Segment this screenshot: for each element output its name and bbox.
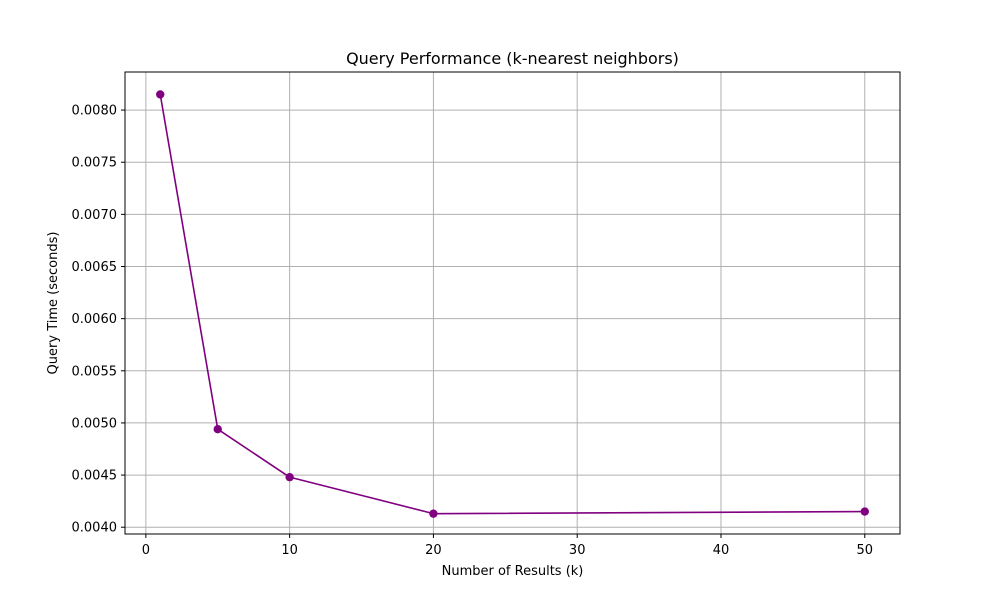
- x-tick-label: 20: [425, 543, 442, 558]
- y-tick-label: 0.0055: [72, 364, 118, 379]
- chart-title: Query Performance (k-nearest neighbors): [346, 49, 679, 68]
- data-point: [285, 472, 294, 482]
- x-tick-label: 30: [569, 543, 586, 558]
- series: [156, 90, 869, 518]
- x-axis-label: Number of Results (k): [442, 564, 584, 579]
- data-point: [156, 90, 165, 99]
- plot-frame: [124, 71, 901, 535]
- x-tick-label: 50: [856, 543, 873, 558]
- y-tick-label: 0.0045: [72, 469, 118, 484]
- y-tick-label: 0.0060: [72, 312, 118, 327]
- x-tick-label: 10: [281, 543, 298, 558]
- y-tick-label: 0.0050: [72, 416, 118, 431]
- y-tick-label: 0.0065: [72, 260, 118, 275]
- y-axis-label: Query Time (seconds): [46, 232, 61, 375]
- x-tick-label: 40: [713, 543, 730, 558]
- y-tick-label: 0.0070: [72, 208, 118, 223]
- data-point: [213, 424, 222, 434]
- y-tick-label: 0.0080: [72, 104, 118, 119]
- x-tick-label: 0: [142, 543, 150, 558]
- data-point: [860, 507, 869, 516]
- grid: [125, 72, 900, 534]
- y-tick-label: 0.0075: [72, 156, 118, 171]
- y-tick-label: 0.0040: [72, 521, 118, 536]
- data-point: [429, 509, 438, 518]
- axis-ticks: 0 10 20 30 40 50 0.0040 0.0045 0.0050 0.0055 0.006…: [72, 104, 874, 558]
